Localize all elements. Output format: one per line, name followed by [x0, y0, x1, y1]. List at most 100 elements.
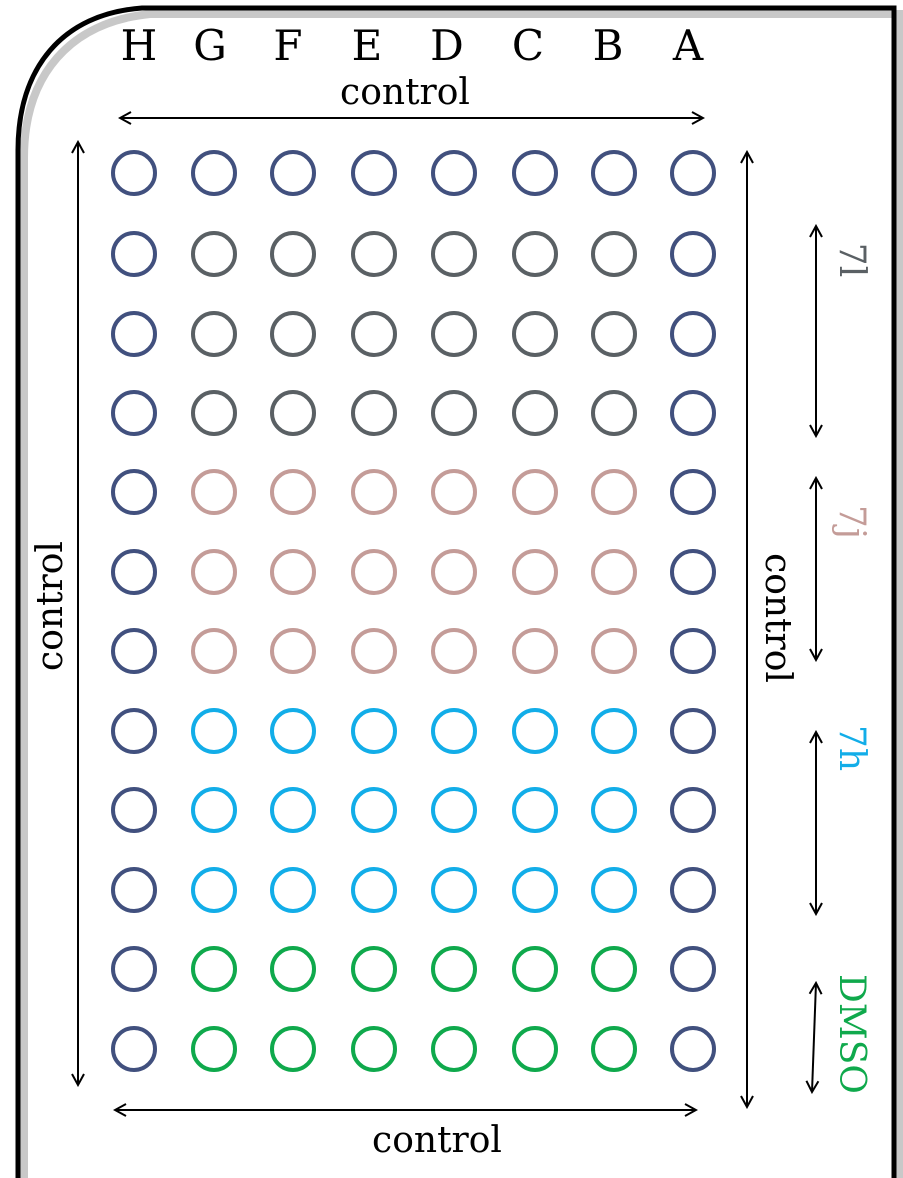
well [351, 867, 397, 913]
group-7h: 7h [816, 725, 872, 914]
well [591, 549, 637, 595]
group-dmso-arrow [812, 983, 816, 1092]
well [431, 787, 477, 833]
well [512, 469, 558, 515]
well [111, 469, 157, 515]
well [191, 787, 237, 833]
well [270, 867, 316, 913]
plate-outline [15, 5, 897, 1178]
group-dmso-label: DMSO [831, 974, 872, 1094]
well [591, 390, 637, 436]
well [591, 787, 637, 833]
well [191, 628, 237, 674]
well [111, 1026, 157, 1072]
well [270, 1026, 316, 1072]
group-dmso: DMSO [812, 974, 872, 1094]
control-right-label: control [757, 553, 798, 683]
group-7j-label: 7j [831, 505, 872, 539]
column-header: H [121, 21, 158, 70]
column-header: D [430, 21, 464, 70]
well [111, 787, 157, 833]
control-bottom-label: control [372, 1120, 502, 1161]
well [512, 867, 558, 913]
well [351, 549, 397, 595]
well [111, 311, 157, 357]
well [591, 946, 637, 992]
well [670, 787, 716, 833]
group-7l-label: 7l [831, 243, 872, 277]
well [270, 628, 316, 674]
well [431, 231, 477, 277]
column-headers: H G F E D C B A [121, 21, 704, 70]
well [111, 150, 157, 196]
well [512, 150, 558, 196]
well [191, 708, 237, 754]
well [111, 946, 157, 992]
well [591, 867, 637, 913]
well [670, 708, 716, 754]
column-header: G [193, 21, 227, 70]
well [270, 787, 316, 833]
well [351, 1026, 397, 1072]
well [270, 946, 316, 992]
well [111, 867, 157, 913]
well [431, 390, 477, 436]
well [270, 469, 316, 515]
well [431, 946, 477, 992]
well [512, 1026, 558, 1072]
well [351, 231, 397, 277]
well [670, 150, 716, 196]
well [191, 150, 237, 196]
well [191, 390, 237, 436]
well [670, 311, 716, 357]
well [191, 1026, 237, 1072]
well [591, 469, 637, 515]
column-header: F [273, 21, 302, 70]
well [431, 867, 477, 913]
group-7l: 7l [816, 226, 872, 436]
well [111, 390, 157, 436]
well [431, 708, 477, 754]
group-7h-label: 7h [831, 725, 872, 771]
well [431, 469, 477, 515]
well [431, 628, 477, 674]
well [591, 1026, 637, 1072]
well [670, 549, 716, 595]
column-header: A [672, 21, 704, 70]
well [512, 628, 558, 674]
well [111, 708, 157, 754]
well [351, 946, 397, 992]
well [191, 549, 237, 595]
well [670, 1026, 716, 1072]
well [351, 390, 397, 436]
well [191, 867, 237, 913]
well [591, 150, 637, 196]
well [591, 311, 637, 357]
well [670, 390, 716, 436]
column-header: C [512, 21, 544, 70]
well [270, 311, 316, 357]
well [191, 311, 237, 357]
column-header: B [593, 21, 624, 70]
well [270, 390, 316, 436]
well [512, 787, 558, 833]
well [512, 311, 558, 357]
well [191, 469, 237, 515]
well [431, 311, 477, 357]
well [670, 469, 716, 515]
well [512, 549, 558, 595]
well [191, 231, 237, 277]
well [351, 469, 397, 515]
wells-grid [111, 150, 716, 1072]
well [670, 628, 716, 674]
column-header: E [352, 21, 383, 70]
well [351, 311, 397, 357]
well [431, 150, 477, 196]
well [111, 549, 157, 595]
well [270, 150, 316, 196]
well [111, 231, 157, 277]
well [111, 628, 157, 674]
well [591, 231, 637, 277]
well [670, 867, 716, 913]
well [670, 946, 716, 992]
